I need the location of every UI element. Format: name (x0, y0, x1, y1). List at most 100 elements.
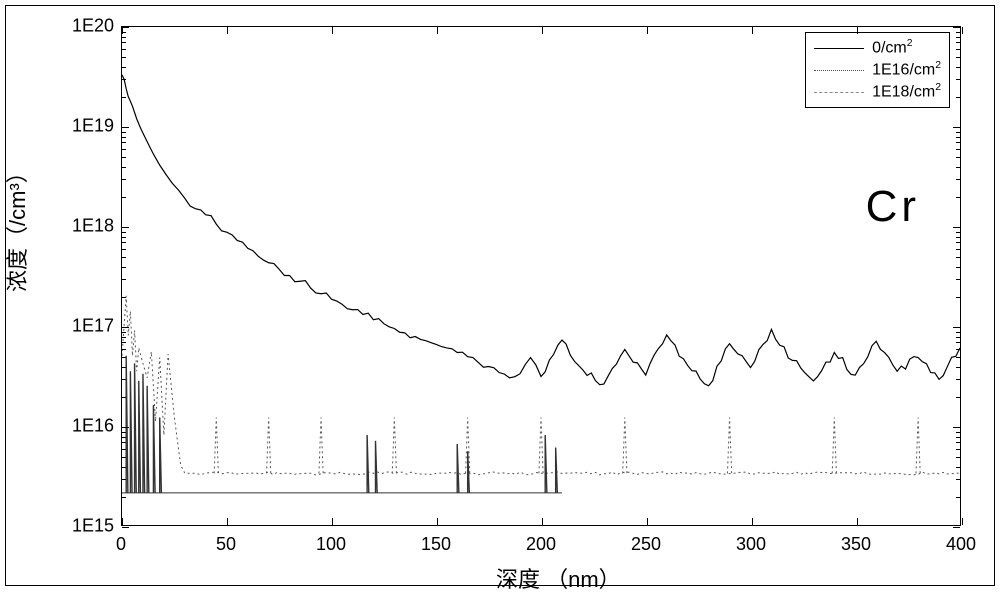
y-minor-tick (122, 37, 126, 38)
y-minor-tick (956, 357, 960, 358)
x-tick-label: 250 (631, 534, 661, 555)
y-minor-tick (122, 49, 126, 50)
series-1-line (122, 296, 960, 475)
x-tick-label: 150 (421, 534, 451, 555)
x-tick (332, 518, 333, 525)
y-minor-tick (122, 349, 126, 350)
series-0-line (122, 75, 960, 386)
y-minor-tick (122, 132, 126, 133)
y-minor-tick (956, 42, 960, 43)
y-minor-tick (956, 297, 960, 298)
y-tick-label: 1E16 (72, 416, 114, 437)
element-label: Cr (866, 182, 920, 232)
x-tick (647, 518, 648, 525)
series-2-spike (147, 386, 149, 493)
y-tick-label: 1E15 (72, 516, 114, 537)
y-minor-tick (122, 367, 126, 368)
series-1-bump (267, 418, 271, 474)
y-minor-tick (956, 432, 960, 433)
y-minor-tick (122, 237, 126, 238)
x-axis-label: 深度 （nm） (496, 562, 621, 594)
series-1-bump (916, 418, 920, 474)
y-minor-tick (956, 37, 960, 38)
x-tick (437, 27, 438, 34)
x-tick (962, 518, 963, 525)
y-minor-tick (122, 397, 126, 398)
y-minor-tick (122, 457, 126, 458)
y-minor-tick (956, 137, 960, 138)
series-1-bump (832, 418, 836, 474)
legend-label: 1E18/cm2 (872, 82, 941, 101)
x-tick (542, 27, 543, 34)
x-tick (227, 27, 228, 34)
y-minor-tick (956, 379, 960, 380)
legend-label: 1E16/cm2 (872, 60, 941, 79)
y-minor-tick (956, 242, 960, 243)
y-minor-tick (122, 249, 126, 250)
series-1-bump (319, 418, 323, 474)
y-minor-tick (122, 279, 126, 280)
x-tick (122, 27, 123, 34)
y-minor-tick (122, 332, 126, 333)
y-minor-tick (956, 332, 960, 333)
y-minor-tick (956, 397, 960, 398)
y-tick (953, 527, 960, 528)
y-minor-tick (956, 97, 960, 98)
x-tick-label: 200 (526, 534, 556, 555)
y-minor-tick (956, 367, 960, 368)
y-minor-tick (956, 132, 960, 133)
y-minor-tick (122, 442, 126, 443)
y-minor-tick (122, 342, 126, 343)
plot-area: 0/cm2 1E16/cm2 1E18/cm2 Cr (121, 26, 961, 526)
series-2-spike (143, 374, 145, 493)
series-1-bump (539, 418, 543, 474)
y-tick (122, 327, 129, 328)
y-minor-tick (956, 197, 960, 198)
y-minor-tick (956, 437, 960, 438)
y-minor-tick (956, 142, 960, 143)
y-minor-tick (122, 149, 126, 150)
y-tick (953, 227, 960, 228)
y-minor-tick (122, 432, 126, 433)
y-minor-tick (956, 442, 960, 443)
y-minor-tick (956, 237, 960, 238)
legend-label: 0/cm2 (872, 38, 912, 57)
y-minor-tick (956, 457, 960, 458)
y-minor-tick (956, 79, 960, 80)
y-minor-tick (122, 479, 126, 480)
y-minor-tick (956, 167, 960, 168)
y-minor-tick (122, 242, 126, 243)
x-tick (752, 518, 753, 525)
y-tick (122, 427, 129, 428)
x-tick (332, 27, 333, 34)
series-2-spike (375, 441, 377, 493)
series-2-spike (457, 444, 459, 493)
x-tick-label: 350 (841, 534, 871, 555)
y-minor-tick (956, 497, 960, 498)
x-tick (647, 27, 648, 34)
y-tick (953, 427, 960, 428)
series-2-spike (160, 418, 162, 493)
y-minor-tick (956, 267, 960, 268)
y-minor-tick (122, 257, 126, 258)
y-minor-tick (122, 57, 126, 58)
y-minor-tick (956, 49, 960, 50)
y-minor-tick (956, 32, 960, 33)
y-tick-label: 1E19 (72, 116, 114, 137)
y-tick (122, 227, 129, 228)
series-2-spike (130, 371, 132, 493)
series-1-bump (623, 418, 627, 474)
y-minor-tick (956, 149, 960, 150)
y-minor-tick (956, 232, 960, 233)
y-tick-label: 1E17 (72, 316, 114, 337)
y-minor-tick (956, 467, 960, 468)
x-tick (857, 518, 858, 525)
y-minor-tick (122, 449, 126, 450)
y-minor-tick (122, 297, 126, 298)
y-tick (953, 127, 960, 128)
y-minor-tick (122, 437, 126, 438)
y-minor-tick (122, 137, 126, 138)
y-minor-tick (956, 279, 960, 280)
y-minor-tick (956, 342, 960, 343)
y-minor-tick (956, 257, 960, 258)
